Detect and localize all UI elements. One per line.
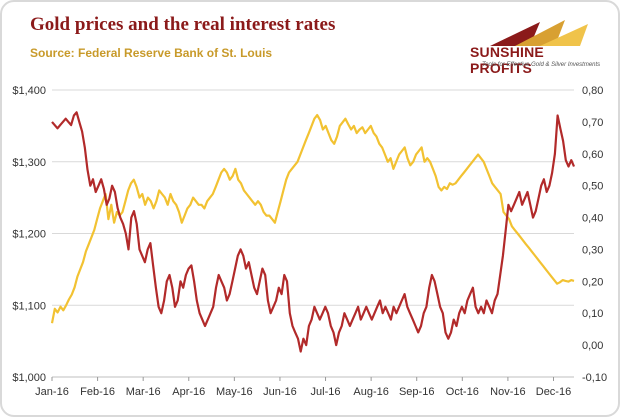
left-tick-label: $1,300	[12, 157, 46, 169]
x-tick-label: Mar-16	[126, 386, 161, 398]
right-tick-label: 0,80	[582, 85, 603, 97]
x-tick-label: Sep-16	[399, 386, 434, 398]
right-tick-label: 0,40	[582, 213, 603, 225]
chart-source: Source: Federal Reserve Bank of St. Loui…	[30, 46, 273, 60]
right-tick-label: 0,50	[582, 181, 603, 193]
left-tick-label: $1,200	[12, 229, 46, 241]
real-interest-rate-line	[51, 111, 576, 353]
series-group	[50, 111, 576, 353]
right-axis: -0,10 0,00 0,10 0,20 0,30 0,40 0,50 0,60 0,70 0,8…	[582, 85, 607, 384]
left-tick-label: $1,000	[12, 372, 46, 384]
brand-name: SUNSHINE PROFITS	[470, 44, 544, 76]
right-tick-label: 0,30	[582, 244, 603, 256]
left-tick-label: $1,400	[12, 85, 46, 97]
x-tick-label: Aug-16	[353, 386, 388, 398]
left-axis: $1,000 $1,100 $1,200 $1,300 $1,400	[12, 85, 46, 384]
x-axis: Jan-16 Feb-16 Mar-16 Apr-16 May-16 Jun-16 Jul-…	[35, 377, 571, 398]
brand-logo-mark	[490, 20, 588, 46]
right-tick-label: 0,10	[582, 308, 603, 320]
x-tick-label: Nov-16	[490, 386, 525, 398]
brand-logo: SUNSHINE PROFITS Tools for Effective Gol…	[470, 18, 610, 78]
x-tick-label: Dec-16	[536, 386, 571, 398]
chart-title: Gold prices and the real interest rates	[30, 14, 336, 35]
x-tick-label: Feb-16	[80, 386, 115, 398]
x-tick-label: May-16	[216, 386, 253, 398]
left-tick-label: $1,100	[12, 300, 46, 312]
logo-swoosh-2	[515, 20, 565, 46]
x-tick-label: Jun-16	[263, 386, 297, 398]
right-tick-label: 0,70	[582, 117, 603, 129]
x-tick-label: Jan-16	[35, 386, 69, 398]
right-tick-label: 0,60	[582, 149, 603, 161]
right-tick-label: -0,10	[582, 372, 607, 384]
x-tick-label: Jul-16	[311, 386, 341, 398]
gold-price-line	[50, 113, 575, 324]
x-tick-label: Oct-16	[446, 386, 479, 398]
right-tick-label: 0,20	[582, 276, 603, 288]
x-tick-label: Apr-16	[172, 386, 205, 398]
logo-swoosh-3	[540, 24, 588, 46]
brand-tagline: Tools for Effective Gold & Silver Invest…	[482, 62, 601, 68]
right-tick-label: 0,00	[582, 340, 603, 352]
gridlines	[52, 89, 574, 378]
